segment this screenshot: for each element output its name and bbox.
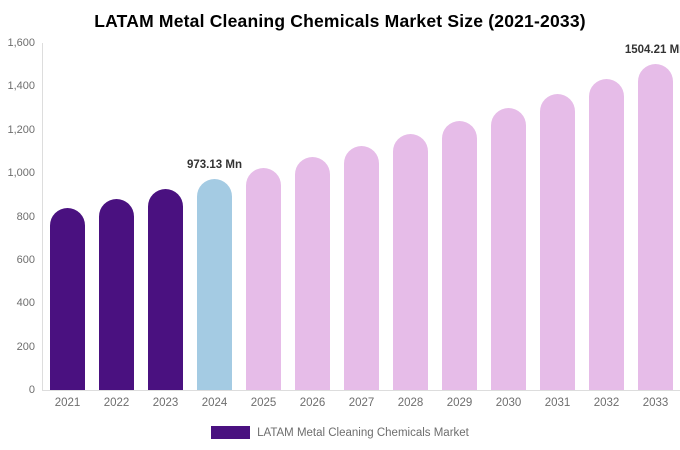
y-axis-line (42, 43, 43, 390)
x-tick-label-2021: 2021 (54, 397, 81, 409)
y-tick-label: 1,600 (7, 37, 35, 49)
bar-2030[interactable] (491, 107, 526, 390)
x-tick-label-2023: 2023 (152, 397, 179, 409)
x-tick-label-2028: 2028 (397, 397, 424, 409)
bar-2031[interactable] (540, 93, 575, 390)
x-tick-label-2025: 2025 (250, 397, 277, 409)
y-tick-label: 1,400 (7, 80, 35, 93)
bar-2029[interactable] (442, 121, 477, 390)
x-tick-label-2033: 2033 (642, 397, 669, 409)
y-tick-label: 400 (16, 297, 35, 310)
x-tick-label-2026: 2026 (299, 397, 326, 409)
value-label-2033: 1504.21 Mn (624, 43, 680, 56)
legend: LATAM Metal Cleaning Chemicals Market (0, 426, 680, 439)
y-tick-label: 1,200 (7, 123, 35, 136)
x-tick-label-2027: 2027 (348, 397, 375, 409)
y-tick-label: 1,000 (7, 167, 35, 180)
bar-2027[interactable] (344, 145, 379, 390)
bar-2021[interactable] (50, 207, 85, 390)
x-tick-label-2030: 2030 (495, 397, 522, 409)
bar-2024[interactable] (197, 178, 232, 390)
x-tick-label-2031: 2031 (544, 397, 571, 409)
legend-swatch (211, 426, 251, 439)
bar-2022[interactable] (99, 198, 134, 390)
y-tick-label: 600 (16, 253, 35, 266)
bar-2026[interactable] (295, 157, 330, 390)
legend-label: LATAM Metal Cleaning Chemicals Market (257, 426, 469, 439)
y-tick-label: 800 (16, 210, 35, 223)
bar-2028[interactable] (393, 133, 428, 390)
x-tick-label-2032: 2032 (593, 397, 620, 409)
x-tick-label-2024: 2024 (201, 397, 228, 409)
chart-title: LATAM Metal Cleaning Chemicals Market Si… (94, 11, 586, 31)
bar-2033[interactable] (638, 63, 673, 390)
bar-2023[interactable] (148, 189, 183, 390)
y-tick-label: 0 (28, 384, 35, 396)
x-axis-line (42, 390, 680, 391)
value-label-2024: 973.13 Mn (187, 158, 242, 171)
bar-2025[interactable] (246, 168, 281, 390)
bar-2032[interactable] (589, 79, 624, 390)
x-tick-label-2029: 2029 (446, 397, 473, 409)
y-tick-label: 200 (16, 340, 35, 353)
x-tick-label-2022: 2022 (103, 397, 130, 409)
